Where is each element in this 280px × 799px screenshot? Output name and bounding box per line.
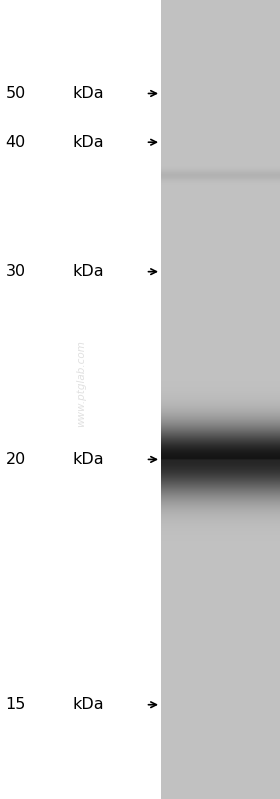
Text: 20: 20 — [6, 452, 26, 467]
Text: 30: 30 — [6, 264, 26, 279]
Text: 40: 40 — [6, 135, 26, 149]
Text: kDa: kDa — [73, 86, 104, 101]
Text: kDa: kDa — [73, 452, 104, 467]
Text: www.ptglab.com: www.ptglab.com — [76, 340, 86, 427]
Text: kDa: kDa — [73, 135, 104, 149]
Text: kDa: kDa — [73, 264, 104, 279]
Text: 15: 15 — [6, 698, 26, 712]
Text: 50: 50 — [6, 86, 26, 101]
Text: kDa: kDa — [73, 698, 104, 712]
